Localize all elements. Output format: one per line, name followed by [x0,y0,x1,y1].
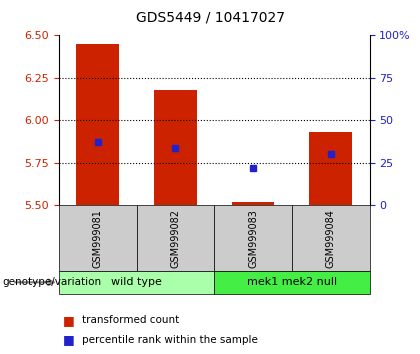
Text: genotype/variation: genotype/variation [2,277,101,287]
Bar [154,90,197,205]
FancyBboxPatch shape [136,205,214,271]
Text: GSM999082: GSM999082 [171,209,180,268]
Bar [310,132,352,205]
FancyBboxPatch shape [292,205,370,271]
FancyBboxPatch shape [214,271,370,294]
Text: GSM999081: GSM999081 [93,209,102,268]
FancyBboxPatch shape [59,205,136,271]
Text: GSM999083: GSM999083 [248,209,258,268]
Text: GSM999084: GSM999084 [326,209,336,268]
Text: percentile rank within the sample: percentile rank within the sample [82,335,258,345]
Text: ■: ■ [63,314,75,327]
Bar [76,44,119,205]
FancyBboxPatch shape [214,205,292,271]
FancyBboxPatch shape [59,271,214,294]
Bar [232,202,274,205]
Text: mek1 mek2 null: mek1 mek2 null [247,277,337,287]
Text: wild type: wild type [111,277,162,287]
Text: ■: ■ [63,333,75,346]
Text: transformed count: transformed count [82,315,179,325]
Text: GDS5449 / 10417027: GDS5449 / 10417027 [136,11,284,25]
